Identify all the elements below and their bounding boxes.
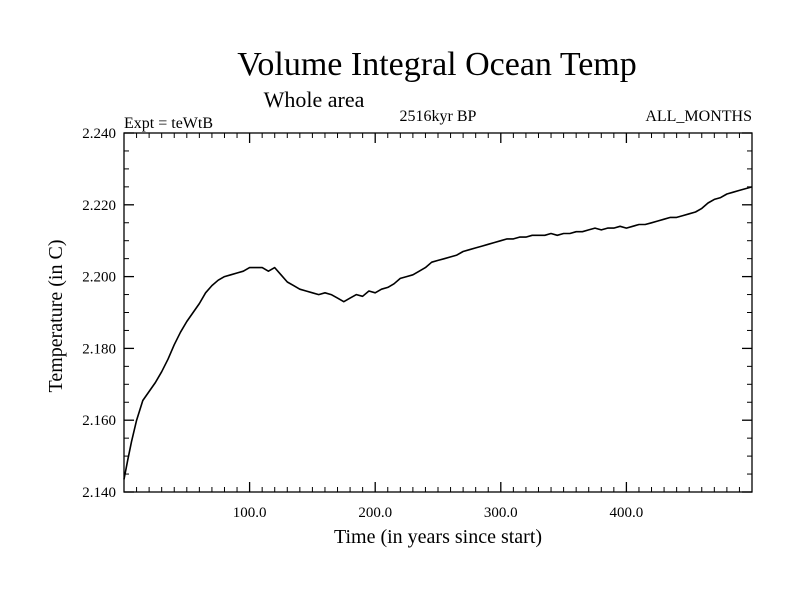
temperature-series-line xyxy=(123,186,753,480)
period-label: 2516kyr BP xyxy=(400,108,477,125)
series-layer xyxy=(123,186,753,480)
x-tick-label: 300.0 xyxy=(484,505,518,521)
y-tick-label: 2.140 xyxy=(82,485,116,501)
y-tick-label: 2.200 xyxy=(82,270,116,286)
y-tick-label: 2.160 xyxy=(82,413,116,429)
tick-labels: 100.0 200.0 300.0 400.0 2.140 2.160 2.180 2.200… xyxy=(82,126,643,521)
y-tick-label: 2.180 xyxy=(82,341,116,357)
x-tick-label: 200.0 xyxy=(358,505,392,521)
experiment-label: Expt = teWtB xyxy=(124,115,213,132)
x-tick-label: 400.0 xyxy=(610,505,644,521)
y-tick-label: 2.240 xyxy=(82,126,116,142)
y-tick-label: 2.220 xyxy=(82,198,116,214)
x-axis-label: Time (in years since start) xyxy=(334,526,542,548)
x-tick-label: 100.0 xyxy=(233,505,267,521)
months-label: ALL_MONTHS xyxy=(645,108,752,125)
plot-frame xyxy=(123,132,753,493)
axis-ticks xyxy=(124,132,752,493)
chart-title: Volume Integral Ocean Temp xyxy=(237,46,637,83)
y-axis-label: Temperature (in C) xyxy=(45,240,67,393)
chart-subtitle: Whole area xyxy=(264,87,365,112)
